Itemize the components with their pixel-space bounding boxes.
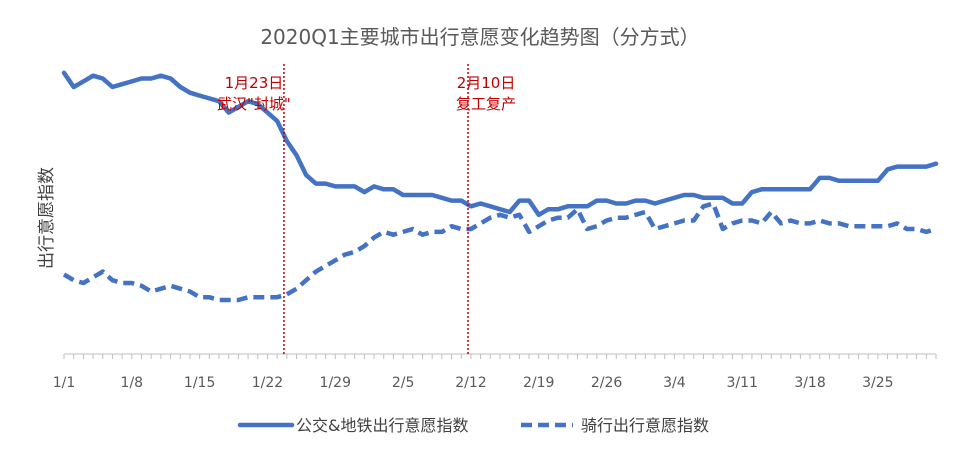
legend-label-cycling: 骑行出行意愿指数 [581,416,709,435]
legend: 公交&地铁出行意愿指数 骑行出行意愿指数 [237,416,709,435]
plot-area [61,70,939,303]
event-annotation-label: 武汉"封城" [217,95,291,113]
x-tick-label: 3/11 [726,375,757,391]
x-tick-label: 2/5 [392,375,415,391]
legend-label-transit: 公交&地铁出行意愿指数 [296,416,468,435]
x-tick-label: 2/12 [455,375,486,391]
x-tick-label: 1/22 [252,375,283,391]
x-tick-label: 3/18 [794,375,825,391]
event-annotation-label: 1月23日 [225,74,284,92]
x-tick-label: 1/15 [184,375,215,391]
series-line-transit [61,70,939,218]
x-tick-label: 1/1 [53,375,76,391]
y-axis-label: 出行意愿指数 [37,167,57,269]
event-annotation-label: 2月10日 [457,74,516,92]
x-tick-label: 1/29 [320,375,351,391]
x-tick-label: 3/25 [862,375,893,391]
series-line-cycling [62,201,937,303]
x-tick-label: 2/26 [591,375,623,391]
chart-title: 2020Q1主要城市出行意愿变化趋势图（分方式） [260,25,699,49]
x-tick-label: 3/4 [663,375,686,391]
x-tick-label: 2/19 [523,375,554,391]
event-annotation-label: 复工复产 [456,95,516,113]
x-tick-label: 1/8 [121,375,144,391]
x-axis: 1/1 1/8 1/15 1/22 1/29 2/5 2/12 2/19 2/26 3/4 3/11… [53,353,937,391]
